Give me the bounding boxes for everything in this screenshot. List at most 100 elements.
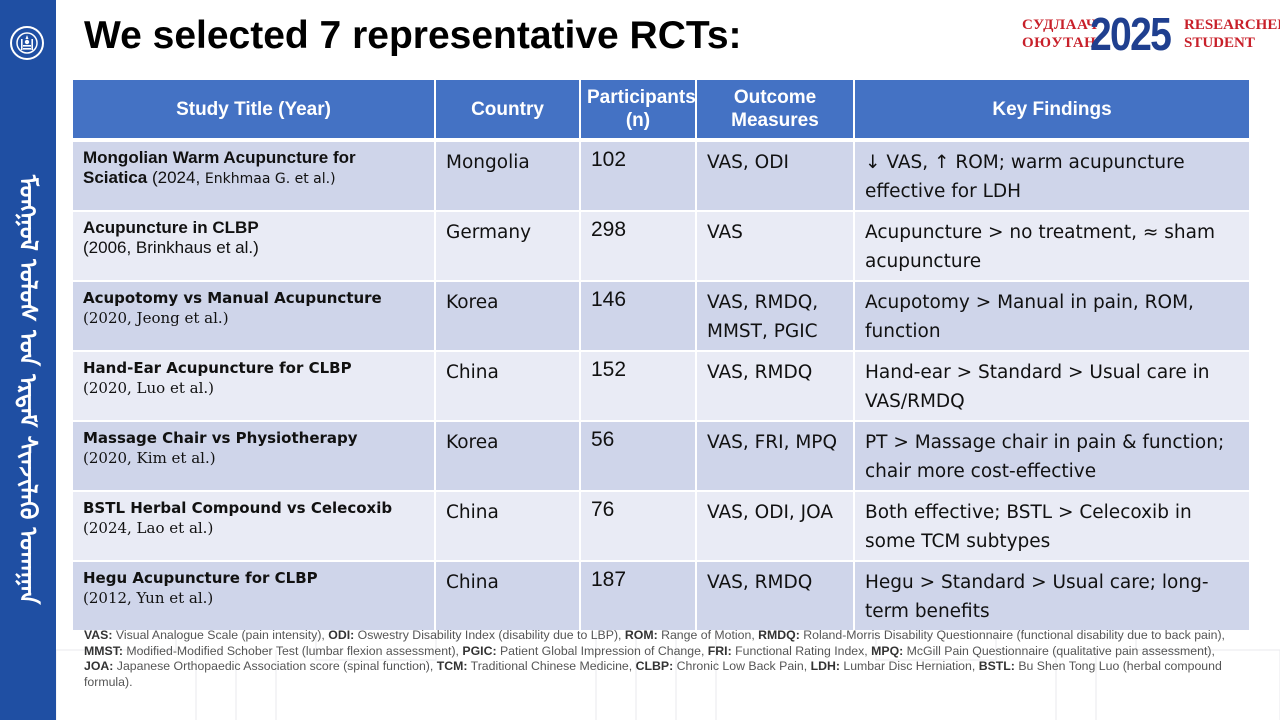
outcome-cell: VAS, RMDQ [696,351,855,422]
study-title: Mongolian Warm Acupuncture for Sciatica [83,148,356,187]
table-row: Acupuncture in CLBP (2006, Brinkhaus et a… [73,211,1251,282]
study-meta: (2020, Kim et al.) [83,449,216,467]
outcome-cell: VAS, FRI, MPQ [696,421,855,492]
abbr-def: Roland-Morris Disability Questionnaire (… [799,628,1225,642]
participants-cell: 187 [580,561,697,632]
study-title: BSTL Herbal Compound vs Celecoxib [83,499,393,517]
participants-cell: 102 [580,140,697,212]
study-cell: Hegu Acupuncture for CLBP (2012, Yun et a… [73,561,436,632]
abbr-term: MMST: [84,643,123,658]
study-cell: Acupotomy vs Manual Acupuncture (2020, Je… [73,281,436,352]
header-country: Country [435,80,581,142]
abbr-term: VAS: [84,628,113,642]
abbr-def: McGill Pain Questionnaire (qualitative p… [903,643,1215,658]
findings-cell: Hand-ear > Standard > Usual care in VAS/… [854,351,1251,422]
abbr-term: RMDQ: [758,628,800,642]
abbr-def: Bu Shen Tong Luo (herbal compound formul… [84,659,1222,689]
abbr-term: ROM: [624,628,658,642]
study-meta: (2024, [147,168,205,187]
sidebar-script-text: ᠮᠣᠩᠭᠣᠯ ᠤᠯᠤᠰ ᠤᠨ ᠡᠷᠳᠡᠮ ᠰᠢᠨᠵᠢᠯᠡᠬᠦ ᠤᠬᠠᠭᠠᠨ [14,175,42,605]
logo-en-line2: STUDENT [1184,35,1255,51]
findings-cell: Acupuncture > no treatment, ≈ sham acupu… [854,211,1251,282]
findings-cell: Acupotomy > Manual in pain, ROM, functio… [854,281,1251,352]
abbr-term: FRI: [707,643,732,658]
abbr-def: Japanese Orthopaedic Association score (… [113,659,437,673]
outcome-cell: VAS, ODI, JOA [696,491,855,562]
outcome-cell: VAS [696,211,855,282]
country-cell: China [435,561,581,632]
country-cell: Germany [435,211,581,282]
abbr-term: BSTL: [978,659,1015,673]
logo-mn-line1: СУДЛААЧ [1022,17,1098,33]
header-participants: Participants (n) [580,80,697,142]
study-meta-authors: Enkhmaa G. et al.) [204,171,336,187]
table-row: BSTL Herbal Compound vs Celecoxib (2024, … [73,491,1251,562]
table-row: Hand-Ear Acupuncture for CLBP (2020, Luo … [73,351,1251,422]
header-study-title: Study Title (Year) [73,80,436,142]
table-row: Acupotomy vs Manual Acupuncture (2020, Je… [73,281,1251,352]
logo-en-line1: RESEARCHER [1184,17,1280,33]
abbr-def: Traditional Chinese Medicine, [467,659,636,673]
study-cell: Mongolian Warm Acupuncture for Sciatica … [73,140,436,212]
abbr-def: Modified-Modified Schober Test (lumbar f… [122,643,463,658]
mongolian-vertical-script: ᠮᠣᠩᠭᠣᠯ ᠤᠯᠤᠰ ᠤᠨ ᠡᠷᠳᠡᠮ ᠰᠢᠨᠵᠢᠯᠡᠬᠦ ᠤᠬᠠᠭᠠᠨ [0,80,56,700]
abbreviations-footnote: VAS: Visual Analogue Scale (pain intensi… [84,628,1244,690]
table-row: Hegu Acupuncture for CLBP (2012, Yun et a… [73,561,1251,632]
study-cell: Hand-Ear Acupuncture for CLBP (2020, Luo … [73,351,436,422]
study-title: Hand-Ear Acupuncture for CLBP [83,359,352,377]
findings-cell: ↓ VAS, ↑ ROM; warm acupuncture effective… [854,140,1251,212]
abbr-term: CLBP: [635,659,674,673]
participants-cell: 146 [580,281,697,352]
abbr-def: Patient Global Impression of Change, [496,643,708,658]
abbr-term: JOA: [84,659,114,673]
table-row: Massage Chair vs Physiotherapy (2020, Kim… [73,421,1251,492]
country-cell: China [435,351,581,422]
outcome-cell: VAS, ODI [696,140,855,212]
country-cell: Korea [435,421,581,492]
abbr-def: Chronic Low Back Pain, [673,659,811,673]
header-key-findings: Key Findings [854,80,1251,142]
logo-mongolian-text: СУДЛААЧ ОЮУТАН [1022,16,1098,52]
table-header-row: Study Title (Year) Country Participants … [73,80,1251,142]
abbr-term: LDH: [810,659,840,673]
outcome-cell: VAS, RMDQ [696,561,855,632]
country-cell: Korea [435,281,581,352]
participants-cell: 152 [580,351,697,422]
participants-cell: 56 [580,421,697,492]
study-title: Acupuncture in CLBP [83,218,259,237]
study-title: Acupotomy vs Manual Acupuncture [83,289,382,307]
study-meta: (2020, Jeong et al.) [83,309,229,327]
findings-cell: PT > Massage chair in pain & function; c… [854,421,1251,492]
logo-mn-line2: ОЮУТАН [1022,35,1097,51]
abbr-def: Functional Rating Index, [731,643,872,658]
soyombo-emblem-icon [10,26,44,60]
study-meta: (2020, Luo et al.) [83,379,215,397]
study-title: Hegu Acupuncture for CLBP [83,569,318,587]
event-logo: СУДЛААЧ ОЮУТАН 2025 RESEARCHER STUDENT [1018,8,1280,60]
rct-table: Study Title (Year) Country Participants … [73,80,1251,632]
abbr-term: MPQ: [871,643,904,658]
abbr-def: Lumbar Disc Herniation, [839,659,979,673]
study-title: Massage Chair vs Physiotherapy [83,429,358,447]
study-cell: BSTL Herbal Compound vs Celecoxib (2024, … [73,491,436,562]
sidebar: ᠮᠣᠩᠭᠣᠯ ᠤᠯᠤᠰ ᠤᠨ ᠡᠷᠳᠡᠮ ᠰᠢᠨᠵᠢᠯᠡᠬᠦ ᠤᠬᠠᠭᠠᠨ [0,0,56,720]
abbr-term: TCM: [436,659,468,673]
country-cell: China [435,491,581,562]
outcome-cell: VAS, RMDQ, MMST, PGIC [696,281,855,352]
logo-english-text: RESEARCHER STUDENT [1184,16,1280,52]
country-cell: Mongolia [435,140,581,212]
study-meta: (2024, Lao et al.) [83,519,214,537]
participants-cell: 298 [580,211,697,282]
participants-cell: 76 [580,491,697,562]
header-outcome-measures: Outcome Measures [696,80,855,142]
study-meta: (2006, Brinkhaus et al.) [83,238,259,257]
abbr-def: Range of Motion, [657,628,759,642]
abbr-def: Oswestry Disability Index (disability du… [354,628,625,642]
abbr-term: ODI: [328,628,355,642]
table-row: Mongolian Warm Acupuncture for Sciatica … [73,140,1251,212]
abbr-def: Visual Analogue Scale (pain intensity), [112,628,329,642]
logo-year: 2025 [1090,8,1172,60]
study-cell: Acupuncture in CLBP (2006, Brinkhaus et a… [73,211,436,282]
study-cell: Massage Chair vs Physiotherapy (2020, Kim… [73,421,436,492]
slide-title: We selected 7 representative RCTs: [84,14,742,57]
